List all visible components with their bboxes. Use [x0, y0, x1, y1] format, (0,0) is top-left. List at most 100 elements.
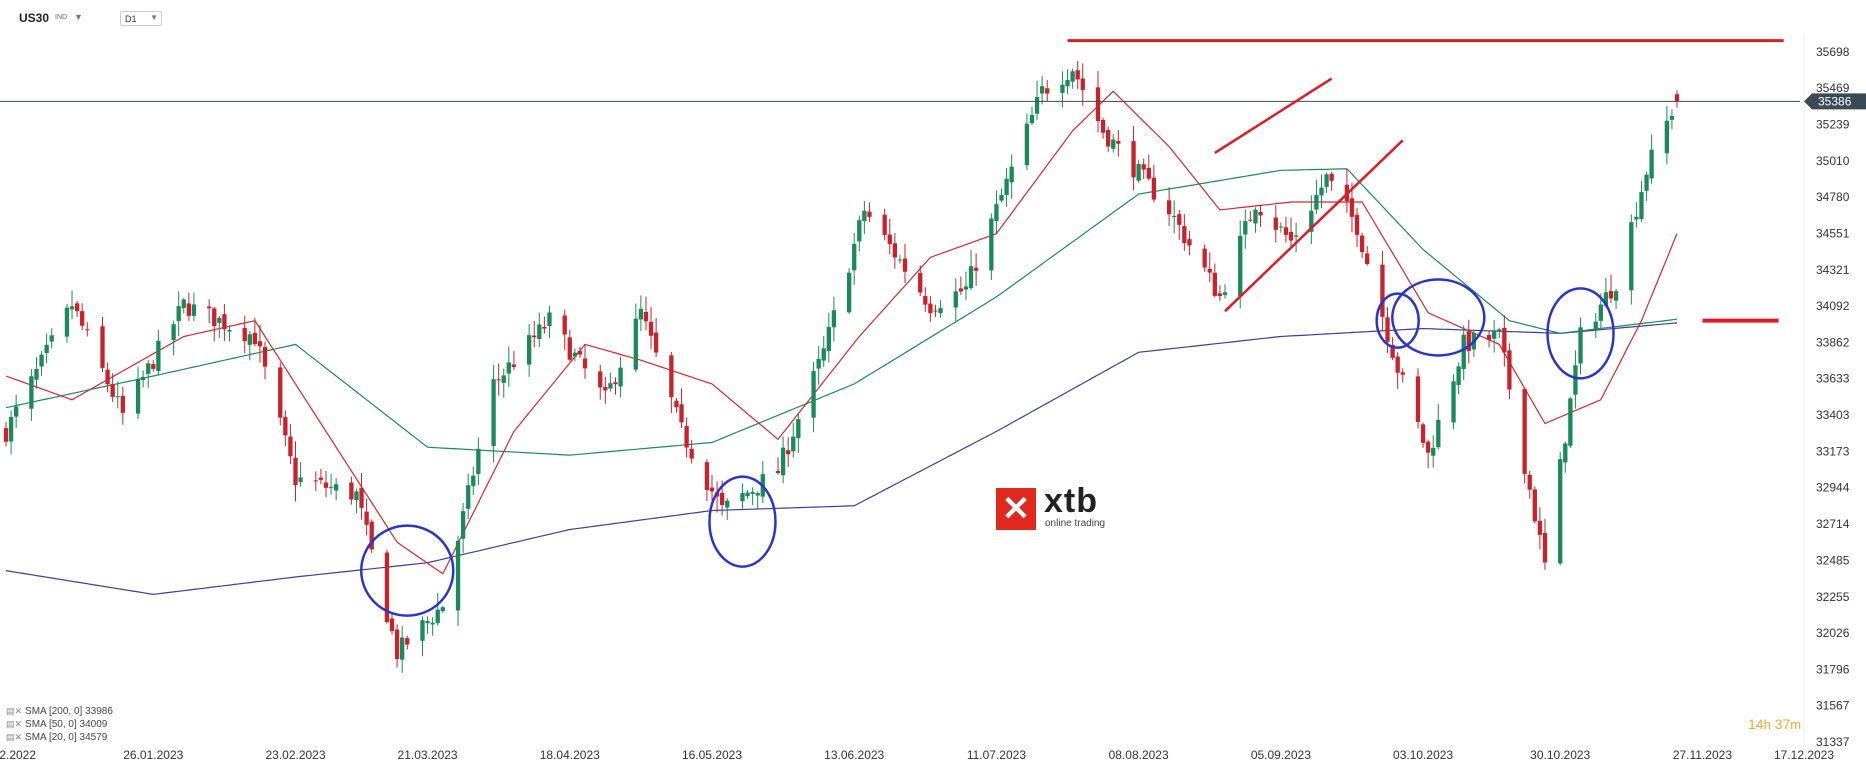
- candle: [323, 470, 329, 498]
- candle: [999, 188, 1004, 203]
- candle-body: [572, 352, 578, 357]
- candle-body: [648, 321, 654, 336]
- candle-body: [1573, 365, 1578, 395]
- candle: [1248, 211, 1253, 222]
- y-tick-label: 35239: [1816, 118, 1850, 132]
- candle: [562, 309, 567, 350]
- candle: [821, 336, 826, 368]
- candle-body: [679, 404, 684, 423]
- candle: [1146, 154, 1151, 181]
- candle: [1111, 133, 1116, 153]
- candle-body: [582, 358, 588, 369]
- candle-body: [1522, 389, 1527, 474]
- candle: [638, 295, 644, 331]
- candle-body: [1060, 84, 1065, 93]
- candle-body: [598, 371, 603, 388]
- candle-body: [867, 211, 872, 217]
- candle: [750, 487, 755, 506]
- candle-body: [49, 335, 54, 342]
- candle-body: [217, 317, 222, 323]
- candle: [1664, 105, 1670, 165]
- candle-body: [1420, 424, 1426, 443]
- candle-body: [1568, 398, 1573, 446]
- candle: [892, 233, 898, 269]
- candle: [1395, 352, 1400, 389]
- candle-body: [1431, 447, 1436, 456]
- candle: [496, 363, 501, 396]
- y-tick-label: 31796: [1816, 662, 1850, 676]
- candle: [247, 331, 252, 361]
- candle-body: [1486, 334, 1492, 340]
- toolbar: US30 IND ▼ D1 ▼: [0, 0, 1866, 34]
- candle-body: [821, 348, 826, 361]
- legend-sma200[interactable]: ▤✕ SMA [200, 0] 33986: [6, 706, 113, 717]
- candle-body: [171, 324, 176, 341]
- candle-body: [1222, 292, 1228, 295]
- candle-body: [69, 306, 75, 310]
- candle: [933, 304, 938, 317]
- candle-body: [709, 487, 715, 492]
- candle: [745, 490, 750, 499]
- candle-body: [928, 303, 933, 314]
- candle-body: [3, 428, 9, 442]
- candle-body: [1563, 443, 1568, 463]
- legend-sma20[interactable]: ▤✕ SMA [20, 0] 34579: [6, 732, 107, 743]
- candle-body: [1451, 381, 1456, 423]
- candle: [775, 457, 781, 475]
- candle: [151, 360, 156, 372]
- candle-body: [532, 335, 537, 338]
- candle-body: [1243, 221, 1248, 235]
- candle-body: [1400, 372, 1405, 375]
- legend-settings-icon[interactable]: ▤✕: [6, 706, 23, 716]
- y-tick-label: 33862: [1816, 335, 1850, 349]
- candle-body: [963, 286, 969, 290]
- candle-body: [684, 426, 689, 448]
- candle: [857, 215, 862, 252]
- candle-body: [1385, 317, 1390, 342]
- candle-body: [1644, 174, 1649, 191]
- candle-body: [897, 259, 903, 261]
- symbol-label[interactable]: US30: [19, 11, 50, 25]
- candle: [328, 473, 334, 495]
- candle-body: [1075, 70, 1080, 80]
- candle-body: [425, 621, 430, 624]
- legend-settings-icon[interactable]: ▤✕: [6, 732, 23, 742]
- candle: [440, 605, 445, 613]
- candle: [69, 290, 75, 320]
- legend-settings-icon[interactable]: ▤✕: [6, 719, 23, 729]
- candle-body: [613, 382, 618, 385]
- candle: [364, 498, 369, 536]
- candle-body: [704, 462, 710, 491]
- candle-body: [994, 204, 999, 221]
- candle-countdown: 14h 37m: [1748, 716, 1801, 732]
- candle: [816, 345, 821, 385]
- candle: [669, 351, 674, 414]
- candle: [1573, 350, 1578, 409]
- candle: [1420, 422, 1426, 448]
- candle: [537, 312, 542, 348]
- candle: [405, 635, 410, 650]
- candle: [207, 299, 212, 324]
- x-tick-label: 13.06.2023: [824, 748, 884, 762]
- candle: [389, 614, 395, 635]
- candle: [1045, 79, 1050, 102]
- candle: [217, 315, 222, 339]
- candle-body: [1639, 192, 1644, 220]
- candle-body: [207, 306, 212, 309]
- timeframe-select[interactable]: D1 ▼: [120, 11, 162, 26]
- candle: [1136, 159, 1141, 183]
- x-tick-label: 11.07.2023: [967, 748, 1026, 762]
- x-tick-label: 30.10.2023: [1530, 748, 1590, 762]
- candle: [887, 218, 892, 255]
- candle-body: [1613, 291, 1619, 301]
- candle-body: [1532, 489, 1537, 522]
- candle: [958, 276, 964, 295]
- candle-body: [1146, 167, 1151, 179]
- candle-body: [1629, 222, 1634, 291]
- candle: [1293, 222, 1299, 253]
- chevron-down-icon: ▼: [150, 13, 158, 22]
- legend-sma50[interactable]: ▤✕ SMA [50, 0] 34009: [6, 719, 107, 730]
- candle: [1065, 69, 1070, 95]
- chevron-down-icon[interactable]: ▼: [74, 12, 83, 22]
